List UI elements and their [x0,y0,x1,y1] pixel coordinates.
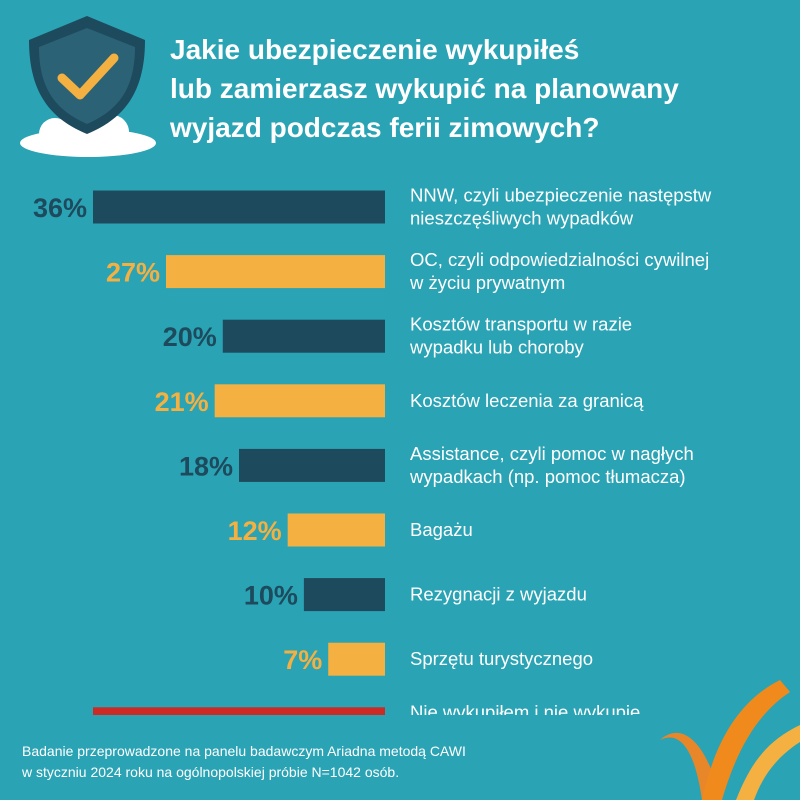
category-label: Kosztów leczenia za granicą [410,390,644,411]
category-label: Rezygnacji z wyjazdu [410,584,587,605]
category-label: Sprzętu turystycznego [410,648,593,669]
value-label: 20% [163,322,217,352]
title-line: wyjazd podczas ferii zimowych? [170,112,600,143]
category-label-line: Assistance, czyli pomoc w nagłych [410,443,694,464]
category-label: Bagażu [410,519,473,540]
category-label-line: NNW, czyli ubezpieczenie następstw [410,185,712,206]
category-label: Kosztów transportu w razie wypadku lub ch… [409,314,632,358]
category-label-line: Nie wykupiłem i nie wykupię [410,701,640,715]
category-label-line: Sprzętu turystycznego [410,648,593,669]
shield-check-logo [20,16,156,157]
category-label: OC, czyli odpowiedzialności cywilnej w ży… [409,249,709,293]
bar [222,319,385,353]
bar [328,642,385,676]
page-title: Jakie ubezpieczenie wykupiłeś lub zamier… [170,30,790,147]
category-label: Assistance, czyli pomoc w nagłych wypadka… [409,443,694,487]
category-label-line: OC, czyli odpowiedzialności cywilnej [410,249,709,270]
footnote-line: Badanie przeprowadzone na panelu badawcz… [22,743,466,759]
footnote-line: w styczniu 2024 roku na ogólnopolskiej p… [22,764,400,780]
category-label-line: Rezygnacji z wyjazdu [410,584,587,605]
bar-chart: 36% NNW, czyli ubezpieczenie następstw nie… [33,185,712,715]
value-label: 36% [33,193,87,223]
bar [93,190,385,224]
title-line: Jakie ubezpieczenie wykupiłeś [170,34,580,65]
category-label-line: nieszczęśliwych wypadków [410,208,634,229]
category-label: Nie wykupiłem i nie wykupiężadnego ubezp… [410,701,640,715]
category-label-line: Kosztów leczenia za granicą [410,390,644,411]
bar [239,448,385,482]
category-label-line: w życiu prywatnym [409,272,565,293]
value-label: 21% [155,387,209,417]
bar [287,513,385,547]
value-label: 27% [106,258,160,288]
value-label: 12% [228,516,282,546]
bar [303,578,385,612]
brand-mark-decoration [660,680,800,800]
category-label: NNW, czyli ubezpieczenie następstw nieszc… [410,185,712,229]
category-label-line: Kosztów transportu w razie [410,314,632,335]
title-line: lub zamierzasz wykupić na planowany [170,73,679,104]
bar [214,384,385,418]
category-label-line: Bagażu [410,519,473,540]
footnote: Badanie przeprowadzone na panelu badawcz… [22,741,622,783]
category-label-line: wypadkach (np. pomoc tłumacza) [409,466,686,487]
value-label: 7% [283,645,322,675]
value-label: 10% [244,581,298,611]
category-label-line: wypadku lub choroby [409,337,585,358]
checkmark-icon [57,53,119,100]
bar [166,255,385,289]
bar [93,707,385,715]
value-label: 18% [179,451,233,481]
value-label: 36% [33,710,87,715]
